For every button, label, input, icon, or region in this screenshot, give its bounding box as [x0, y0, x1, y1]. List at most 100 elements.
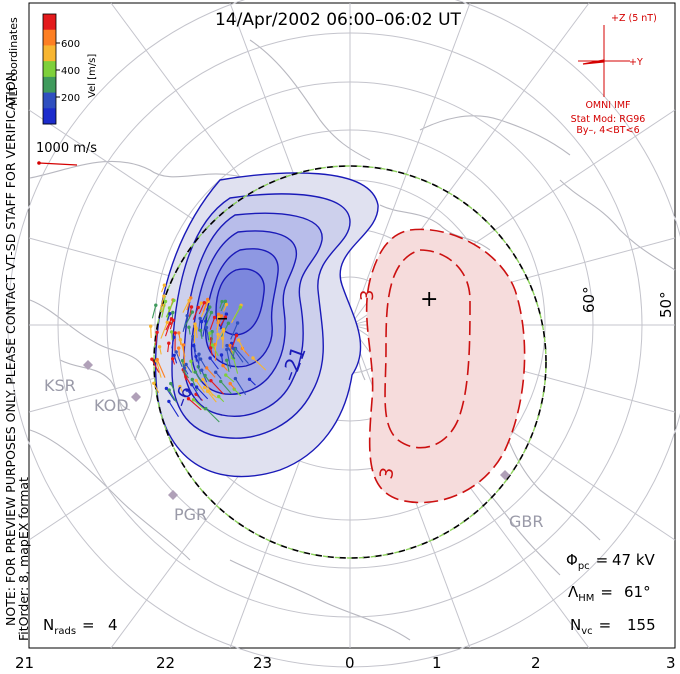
velocity-vector [193, 324, 196, 344]
velocity-vector [235, 348, 249, 364]
scale-band [43, 76, 56, 94]
velocity-color-scale: 600 400 200 Vel [m/s] [42, 13, 98, 125]
velocity-vector-origin [233, 376, 238, 381]
velocity-vector-origin [199, 319, 204, 324]
velocity-vector-origin [194, 385, 199, 389]
velocity-vector-origin [155, 357, 159, 362]
velocity-vector [165, 300, 175, 318]
velocity-vector [202, 299, 209, 312]
velocity-vector [233, 358, 239, 374]
hm-boundary-green [153, 165, 547, 559]
velocity-vector-origin [199, 301, 203, 305]
velocity-vector [190, 361, 194, 374]
station-label-gbr: GBR [509, 512, 544, 531]
velocity-vector [151, 305, 157, 319]
station-label-kod: KOD [94, 396, 129, 415]
velocity-vector [196, 386, 209, 400]
velocity-vector-origin [216, 312, 221, 316]
stat-phi-pc-value: 47 kV [612, 551, 656, 569]
mlt-label-22: 22 [156, 654, 175, 672]
velocity-vector [217, 329, 224, 340]
velocity-vector [182, 300, 190, 313]
velocity-vector-origin [209, 379, 213, 383]
velocity-vector-origin [228, 381, 232, 386]
scale-band [43, 14, 56, 31]
velocity-vector [232, 306, 241, 321]
velocity-vector [191, 384, 202, 401]
velocity-vector [214, 334, 219, 352]
velocity-vector [226, 349, 232, 369]
stat-phi-pc: Φpc = 47 kV [566, 551, 656, 572]
velocity-vector-origin [162, 283, 167, 287]
velocity-vector-origin [202, 301, 206, 305]
velocity-vector-origin [165, 320, 169, 324]
velocity-vector [222, 330, 225, 349]
stat-lambda-hm: ΛHM = 61° [568, 583, 651, 604]
velocity-vector-origin [216, 332, 220, 336]
velocity-vector [205, 327, 210, 341]
velocity-vector-origin [181, 343, 186, 347]
velocity-vector-origin [191, 334, 195, 339]
velocity-vector [175, 351, 183, 368]
velocity-vector-origin [247, 377, 252, 381]
mlt-label-21: 21 [15, 654, 34, 672]
velocity-vector-origin [224, 302, 229, 307]
velocity-vector [182, 315, 188, 333]
velocity-vector-origin [224, 312, 229, 316]
velocity-vector [216, 317, 220, 333]
contour-label-pos3-upper: 3 [357, 290, 378, 301]
velocity-vector-origin [193, 370, 198, 374]
stat-n-vc: Nvc = 155 [570, 616, 656, 637]
velocity-vector-origin [238, 305, 242, 309]
velocity-vector-origin [196, 305, 200, 310]
scale-unit-label: Vel [m/s] [87, 54, 98, 98]
velocity-vector [160, 322, 168, 339]
velocity-vector [198, 302, 205, 315]
velocity-vector-origin [198, 328, 203, 333]
velocity-vector-origin [149, 324, 153, 328]
velocity-vector [226, 360, 230, 372]
radar-sites [83, 360, 510, 500]
velocity-vector [193, 399, 206, 411]
map-title: 14/Apr/2002 06:00–06:02 UT [215, 10, 461, 30]
velocity-vector-origin [217, 394, 221, 399]
velocity-vector-origin [187, 298, 191, 303]
velocity-vector [238, 339, 246, 353]
scale-band [43, 45, 56, 62]
velocity-vector [194, 371, 202, 383]
velocity-vector-origin [237, 338, 241, 342]
imf-clock-dial [578, 25, 630, 97]
velocity-vector [156, 359, 166, 378]
velocity-vector [252, 357, 267, 371]
latitude-label-50: 50° [657, 291, 675, 318]
velocity-vector-origin [235, 321, 240, 325]
stat-n-rads-value: 4 [108, 616, 118, 634]
velocity-vector-origin [203, 373, 207, 378]
imf-z-label: +Z (5 nT) [611, 13, 657, 24]
stat-n-vc-value: 155 [627, 616, 656, 634]
velocity-vector-origin [164, 386, 169, 391]
mlt-label-0: 0 [345, 654, 355, 672]
velocity-vector-origin [182, 366, 187, 370]
velocity-vector-origin [169, 381, 173, 386]
mlt-label-3: 3 [666, 654, 676, 672]
scale-band [43, 92, 56, 109]
velocity-vector-origin [214, 370, 218, 374]
station-marker-kod [131, 392, 141, 402]
velocity-vector-origin [202, 385, 207, 390]
velocity-vector [155, 360, 162, 378]
velocity-vector [207, 390, 217, 403]
velocity-vector [231, 335, 238, 348]
velocity-vector [153, 383, 160, 394]
velocity-vector [204, 306, 211, 320]
velocity-vector-origin [186, 397, 191, 401]
velocity-vector-origin [177, 331, 181, 335]
velocity-vector [179, 386, 186, 398]
velocity-vector-origin [223, 299, 228, 303]
velocity-vector [195, 380, 205, 393]
velocity-vector-origin [173, 331, 177, 335]
svg-text:Φpc=: Φpc = [566, 551, 608, 572]
velocity-vector [151, 358, 160, 373]
velocity-vector [210, 380, 225, 395]
